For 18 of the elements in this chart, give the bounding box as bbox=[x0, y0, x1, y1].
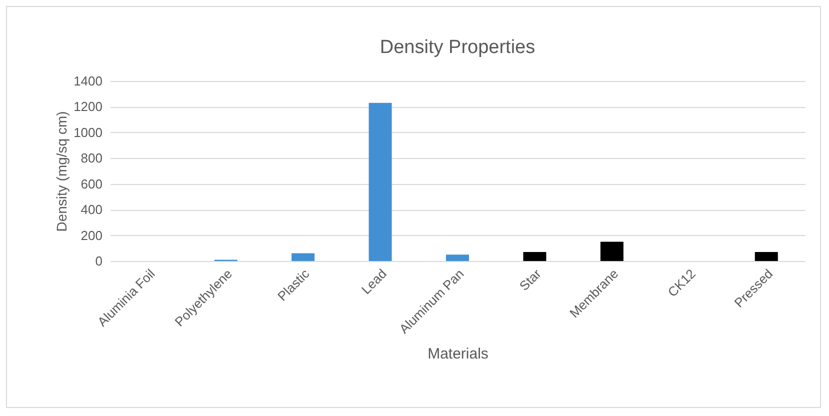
bar bbox=[368, 102, 392, 261]
y-tick-label: 200 bbox=[80, 228, 102, 243]
y-tick-label: 1000 bbox=[74, 124, 102, 140]
y-tick-label: 1200 bbox=[74, 99, 102, 114]
y-tick-label: 400 bbox=[80, 202, 102, 218]
chart-title: Density Properties bbox=[380, 37, 536, 58]
x-axis-title: Materials bbox=[428, 345, 488, 362]
y-tick-label: 600 bbox=[80, 176, 102, 192]
bar bbox=[292, 253, 315, 261]
bar bbox=[523, 252, 546, 261]
y-axis-title: Density (mg/sq cm) bbox=[54, 111, 70, 232]
y-tick-label: 800 bbox=[80, 150, 102, 166]
bar bbox=[600, 242, 624, 261]
bar bbox=[446, 254, 469, 261]
x-tick-label: Star bbox=[516, 266, 544, 294]
y-tick-label: 1400 bbox=[74, 74, 102, 88]
bar bbox=[754, 252, 778, 261]
y-tick-label: 0 bbox=[95, 254, 102, 268]
